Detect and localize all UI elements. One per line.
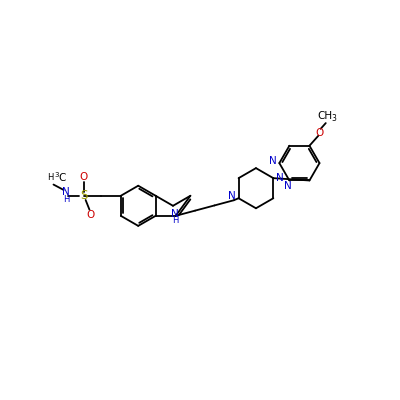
- Text: N: N: [171, 209, 179, 219]
- Text: S: S: [80, 189, 87, 202]
- Text: C: C: [58, 173, 66, 183]
- Text: 3: 3: [55, 172, 59, 178]
- Text: N: N: [62, 187, 70, 197]
- Text: H: H: [47, 173, 54, 182]
- Text: H: H: [172, 216, 178, 225]
- Text: O: O: [86, 210, 95, 220]
- Text: H: H: [63, 195, 70, 204]
- Text: N: N: [268, 156, 276, 166]
- Text: O: O: [315, 128, 324, 138]
- Text: 3: 3: [332, 114, 337, 122]
- Text: O: O: [80, 172, 88, 182]
- Text: N: N: [276, 173, 284, 183]
- Text: N: N: [228, 191, 236, 201]
- Text: CH: CH: [317, 111, 332, 121]
- Text: N: N: [284, 181, 291, 191]
